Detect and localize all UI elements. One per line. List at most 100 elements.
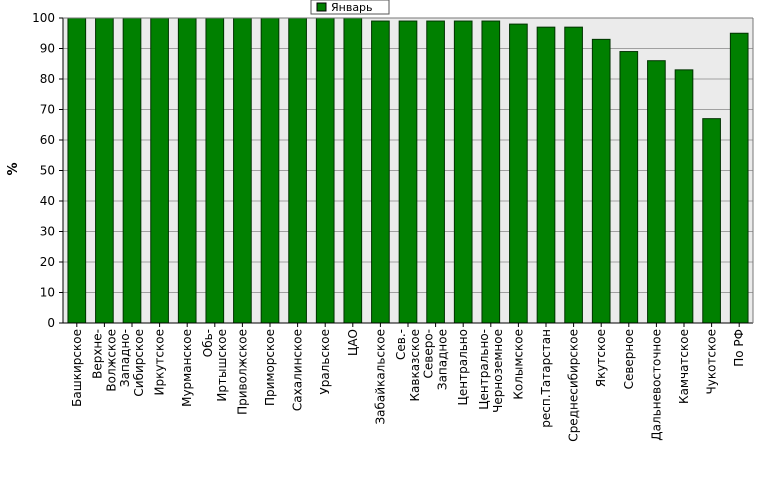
- x-category-label: Якутское: [594, 329, 608, 387]
- bar[interactable]: [205, 17, 225, 324]
- x-category-label: Сев.- Кавказское: [394, 329, 422, 402]
- x-category-label-line: Северное: [622, 329, 636, 389]
- x-category-label: Обь- Иртышское: [201, 329, 229, 402]
- legend-swatch: [316, 2, 327, 12]
- x-category-label: Северо- Западное: [422, 329, 450, 390]
- x-category-label-line: Центрально: [456, 329, 470, 405]
- x-category-label-line: Якутское: [594, 329, 608, 387]
- bar[interactable]: [288, 17, 307, 324]
- x-category-label: Иркутское: [153, 329, 167, 396]
- x-category-label: Дальневосточное: [649, 329, 663, 441]
- bar[interactable]: [453, 20, 473, 324]
- x-category-label-line: Сахалинское: [291, 329, 305, 411]
- x-category-label: Северное: [622, 329, 636, 389]
- x-category-label-line: Иркутское: [153, 329, 167, 396]
- bar[interactable]: [371, 20, 390, 324]
- y-tick-label: 100: [32, 11, 55, 25]
- bar[interactable]: [564, 26, 583, 324]
- bar[interactable]: [509, 23, 528, 324]
- bars: [67, 17, 749, 324]
- x-category-label-line: Северо-: [422, 329, 436, 379]
- x-category-label: Камчатское: [677, 329, 691, 404]
- x-category-label-line: Приволжское: [235, 329, 249, 415]
- bar[interactable]: [729, 32, 749, 324]
- x-category-label: Чукотское: [705, 329, 719, 394]
- bar[interactable]: [343, 17, 363, 324]
- x-category-label-line: респ.Татарстан: [539, 329, 553, 428]
- bar[interactable]: [233, 17, 252, 324]
- x-category-label-line: Черноземное: [491, 329, 505, 413]
- bar[interactable]: [150, 17, 169, 324]
- x-category-label-line: Уральское: [318, 329, 332, 395]
- x-category-label: Среднесибирское: [567, 329, 581, 442]
- y-axis-label: %: [6, 162, 21, 175]
- y-tick-label: 90: [40, 42, 55, 56]
- legend-box: [310, 0, 390, 15]
- bar[interactable]: [591, 38, 611, 324]
- bar[interactable]: [647, 60, 666, 324]
- bar[interactable]: [95, 17, 114, 324]
- x-category-label-line: Чукотское: [705, 329, 719, 394]
- x-category-label-line: Забайкальское: [373, 329, 387, 425]
- y-tick-labels: 0 10 20 30 40 50 60 70 80 90 100: [32, 11, 55, 330]
- x-category-label: Приволжское: [235, 329, 249, 415]
- x-category-label: Башкирское: [70, 329, 84, 407]
- bar[interactable]: [122, 17, 142, 324]
- x-category-label-line: Мурманское: [180, 329, 194, 407]
- bar[interactable]: [674, 69, 694, 324]
- x-category-label-line: Верхне-: [90, 329, 104, 379]
- y-tick-label: 60: [40, 133, 55, 147]
- x-category-label: Приморское: [263, 329, 277, 406]
- bar[interactable]: [398, 20, 418, 324]
- x-category-label: Колымское: [511, 329, 525, 400]
- x-category-label-line: Сев.-: [394, 329, 408, 360]
- x-category-label-line: Башкирское: [70, 329, 84, 407]
- bar[interactable]: [481, 20, 501, 324]
- x-category-label: Мурманское: [180, 329, 194, 407]
- x-category-label: Уральское: [318, 329, 332, 395]
- x-category-label-line: Западное: [436, 329, 450, 390]
- y-tick-label: 80: [40, 72, 55, 86]
- x-category-label: Центрально- Черноземное: [477, 329, 505, 413]
- y-tick-label: 20: [40, 255, 55, 269]
- x-category-label: Центрально: [456, 329, 470, 405]
- x-category-label: Сахалинское: [291, 329, 305, 411]
- x-category-label-line: Западно-: [118, 329, 132, 387]
- x-category-label-line: Приморское: [263, 329, 277, 406]
- x-category-label-line: Обь-: [201, 329, 215, 357]
- x-category-label-line: Центрально-: [477, 329, 491, 410]
- x-category-labels: Башкирское Верхне- Волжское Западно- Сибирск…: [70, 323, 746, 442]
- x-category-label-line: Иртышское: [215, 329, 229, 402]
- legend[interactable]: Январь: [310, 0, 390, 15]
- bar[interactable]: [260, 17, 280, 324]
- x-category-label: Верхне- Волжское: [90, 329, 118, 392]
- y-tick-label: 30: [40, 225, 55, 239]
- bar[interactable]: [702, 118, 721, 324]
- x-category-label-line: Среднесибирское: [567, 329, 581, 442]
- y-tick-label: 0: [47, 316, 55, 330]
- x-category-label-line: Камчатское: [677, 329, 691, 404]
- x-category-label-line: По РФ: [732, 329, 746, 367]
- x-category-label-line: Колымское: [511, 329, 525, 400]
- x-category-label-line: Дальневосточное: [649, 329, 663, 441]
- legend-label: Январь: [331, 1, 373, 14]
- x-category-label: Забайкальское: [373, 329, 387, 425]
- y-tick-label: 40: [40, 194, 55, 208]
- y-tick-label: 10: [40, 286, 55, 300]
- bar[interactable]: [426, 20, 445, 324]
- y-tick-label: 70: [40, 103, 55, 117]
- x-category-label-line: Волжское: [104, 329, 118, 392]
- x-category-label-line: ЦАО: [346, 329, 360, 356]
- x-category-label: По РФ: [732, 329, 746, 367]
- bar[interactable]: [177, 17, 197, 324]
- x-category-label: Западно- Сибирское: [118, 329, 146, 397]
- x-category-label: респ.Татарстан: [539, 329, 553, 428]
- bar[interactable]: [619, 51, 639, 324]
- x-category-label: ЦАО: [346, 329, 360, 356]
- bar[interactable]: [536, 26, 556, 324]
- y-tick-label: 50: [40, 164, 55, 178]
- bar[interactable]: [67, 17, 87, 324]
- bar[interactable]: [315, 17, 335, 324]
- x-category-label-line: Сибирское: [132, 329, 146, 397]
